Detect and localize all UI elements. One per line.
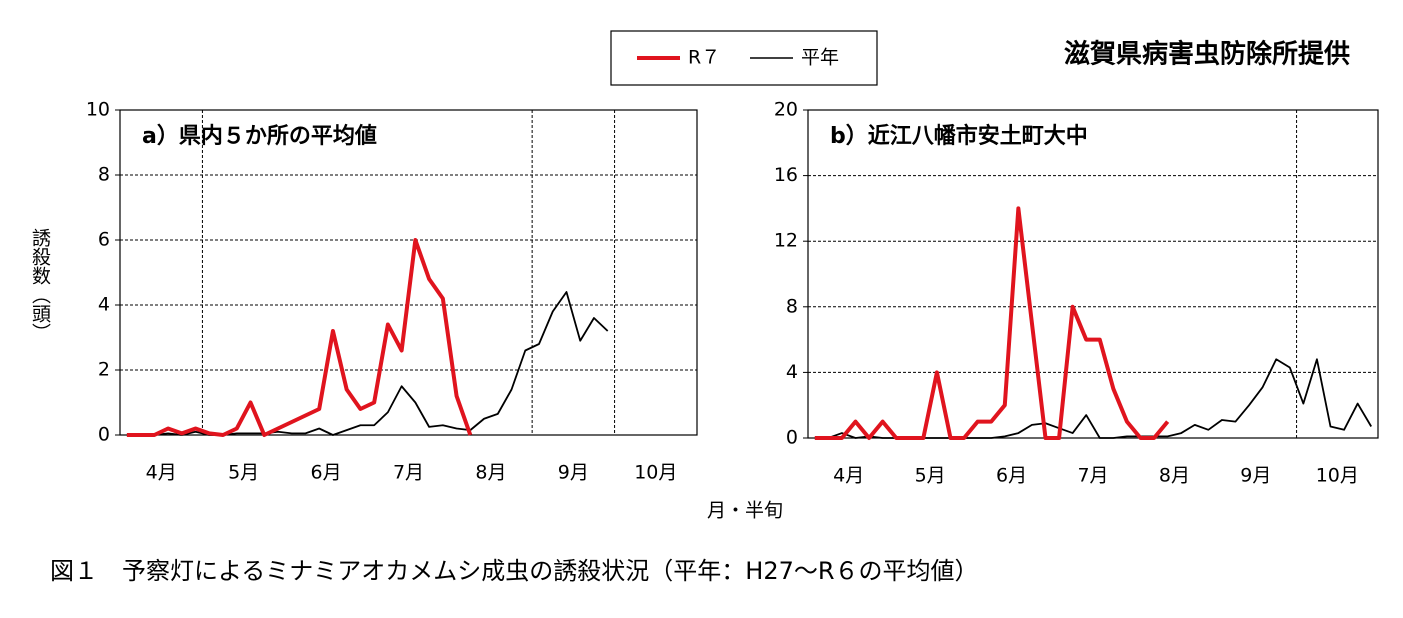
y-tick-label: 6: [98, 229, 110, 251]
line-series: [126, 238, 473, 437]
x-tick-label: 5月: [228, 462, 259, 484]
y-tick-label: 10: [86, 99, 110, 121]
y-tick-label: 0: [98, 424, 110, 446]
plot-frame: [807, 109, 1379, 439]
y-tick-label: 4: [98, 294, 110, 316]
x-tick-label: 6月: [311, 462, 342, 484]
x-tick-label: 4月: [833, 465, 864, 487]
x-tick-label: 10月: [634, 462, 677, 484]
y-tick-label: 2: [98, 359, 110, 381]
y-tick-label: 4: [786, 361, 798, 383]
panel-title: a）県内５か所の平均値: [142, 123, 377, 149]
x-tick-label: 6月: [996, 465, 1027, 487]
y-tick-label: 0: [786, 427, 798, 449]
x-tick-label: 8月: [1159, 465, 1190, 487]
line-series: [814, 358, 1372, 439]
x-axis-label: 月・半旬: [707, 500, 783, 522]
x-tick-label: 9月: [558, 462, 589, 484]
panel-title: b）近江八幡市安土町大中: [830, 123, 1088, 149]
x-tick-label: 7月: [393, 462, 424, 484]
y-axis-label: 誘殺数（頭）: [29, 228, 51, 342]
x-tick-label: 7月: [1077, 465, 1108, 487]
y-tick-label: 12: [774, 230, 798, 252]
y-tick-label: 8: [98, 164, 110, 186]
caption: 図１ 予察灯によるミナミアオカメムシ成虫の誘殺状況（平年：H27～R６の平均値）: [50, 557, 979, 585]
plot-frame: [119, 109, 698, 436]
y-tick-label: 16: [774, 164, 798, 186]
source: 滋賀県病害虫防除所提供: [1064, 39, 1350, 70]
y-tick-label: 8: [786, 295, 798, 317]
legend-label: R７: [688, 47, 720, 69]
legend-label: 平年: [801, 47, 839, 69]
line-series: [814, 206, 1170, 440]
y-tick-label: 20: [774, 99, 798, 121]
x-tick-label: 4月: [146, 462, 177, 484]
x-tick-label: 9月: [1240, 465, 1271, 487]
line-series: [126, 291, 609, 436]
x-tick-label: 5月: [915, 465, 946, 487]
x-tick-label: 10月: [1316, 465, 1359, 487]
x-tick-label: 8月: [475, 462, 506, 484]
